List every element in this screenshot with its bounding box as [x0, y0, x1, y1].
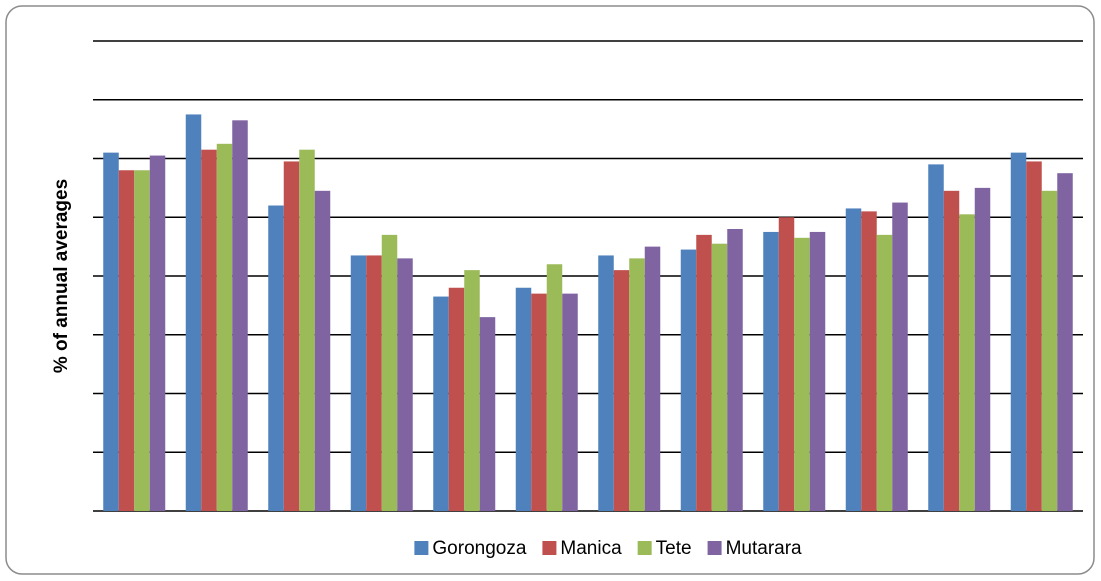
bar [1010, 152, 1027, 511]
bar [727, 229, 743, 511]
bar [644, 246, 661, 511]
bar [598, 255, 614, 511]
bar [118, 170, 135, 511]
legend-swatch [637, 541, 652, 555]
legend-label: Gorongoza [432, 538, 526, 559]
bar [928, 164, 944, 511]
bar [134, 170, 150, 511]
bar [366, 255, 382, 511]
legend-label: Manica [560, 538, 622, 559]
bar [711, 243, 728, 511]
bar [531, 293, 547, 511]
bar [268, 205, 284, 511]
bar [216, 143, 233, 511]
legend-swatch [414, 541, 429, 555]
bar [350, 255, 367, 511]
bar [794, 237, 810, 511]
bar [464, 270, 480, 511]
bar [763, 231, 779, 511]
bar [149, 155, 166, 511]
legend-label: Tete [656, 538, 692, 559]
bar [397, 258, 413, 511]
bar [680, 249, 697, 511]
bar [876, 234, 893, 511]
bar [433, 296, 449, 511]
bar [283, 161, 300, 511]
bar [892, 202, 908, 511]
bar [232, 120, 248, 511]
bar [974, 187, 991, 511]
bar [696, 234, 712, 511]
bar [845, 208, 862, 511]
bar [1026, 161, 1042, 511]
bar [515, 287, 532, 511]
bar [299, 149, 315, 511]
bar [959, 214, 975, 511]
bar [448, 287, 465, 511]
bar [562, 293, 578, 511]
bar [479, 317, 496, 511]
bar [1041, 190, 1058, 511]
bar [778, 217, 795, 511]
bar [201, 149, 217, 511]
bar [103, 152, 119, 511]
legend-label: Mutarara [726, 538, 802, 559]
bar [1057, 173, 1073, 511]
bar [629, 258, 645, 511]
bar [809, 231, 826, 511]
bar [613, 270, 630, 511]
bar [381, 234, 398, 511]
bar [185, 114, 202, 511]
legend-swatch [707, 541, 722, 555]
bar [861, 211, 877, 511]
legend-swatch [542, 541, 557, 555]
bar [943, 190, 960, 511]
y-axis-label: % of annual averages [51, 179, 72, 373]
bar [314, 190, 331, 511]
bar [546, 264, 563, 511]
